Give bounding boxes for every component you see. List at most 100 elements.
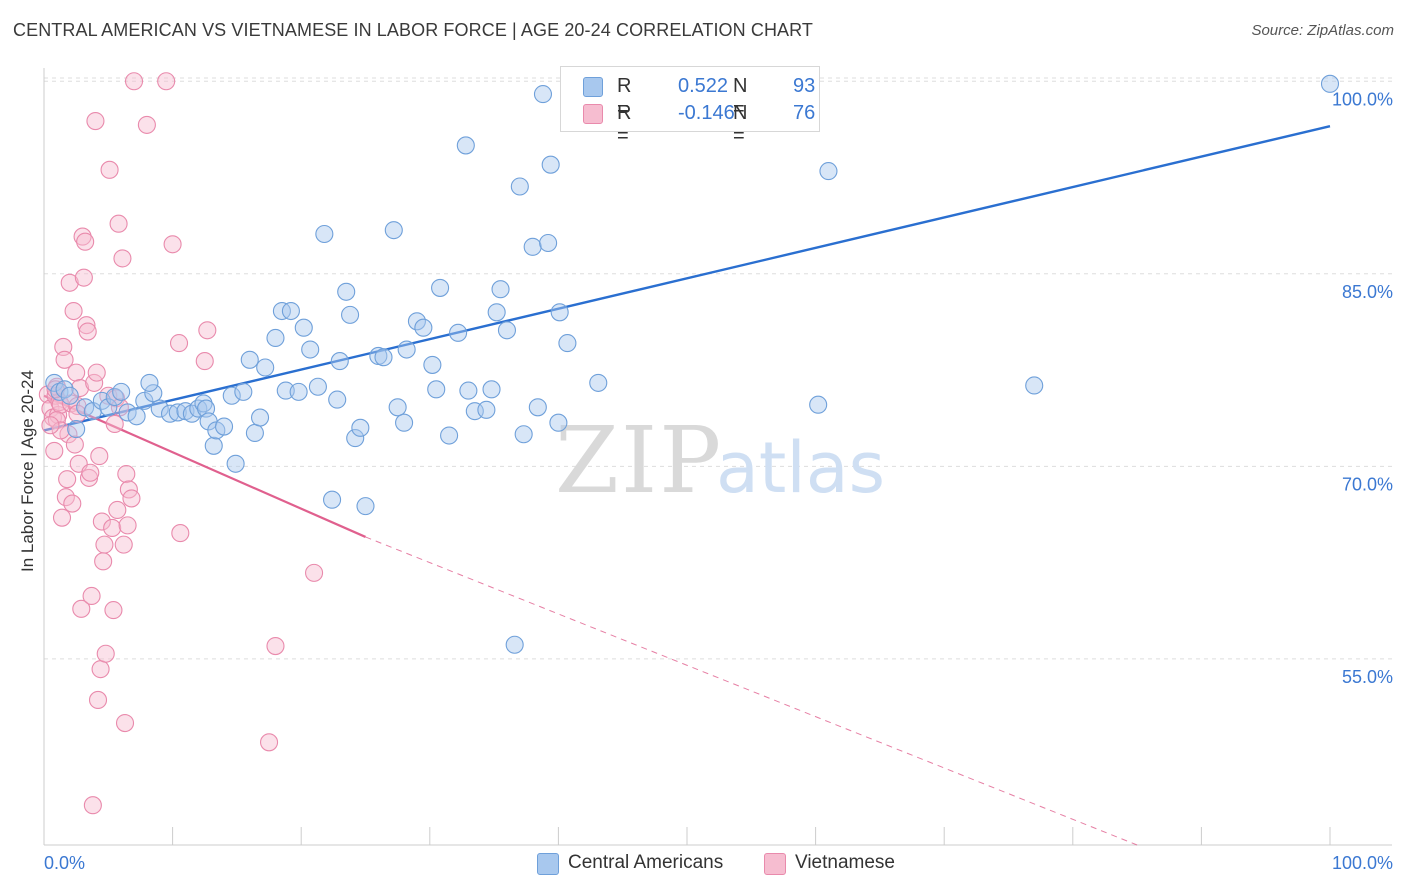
central-americans-point (374, 348, 393, 367)
vietnamese-point (88, 690, 108, 710)
vietnamese-point (73, 227, 92, 246)
central-americans-point (528, 398, 547, 417)
vietnamese-point (67, 363, 86, 382)
central-americans-point (144, 384, 163, 403)
central-americans-point (541, 155, 560, 174)
vietnamese-point (92, 512, 111, 531)
vietnamese-point (103, 518, 122, 537)
vietnamese-point (56, 488, 75, 507)
central-americans-point (1025, 376, 1044, 395)
central-americans-point (356, 497, 375, 516)
vietnamese-point (104, 601, 123, 620)
vietnamese-trend-line (43, 394, 366, 538)
vietnamese-point (105, 414, 124, 434)
central-americans-point (323, 490, 342, 509)
central-americans-point (465, 402, 484, 421)
watermark-atlas: atlas (716, 427, 885, 509)
central-americans-point (388, 398, 407, 417)
central-americans-point (315, 224, 334, 244)
central-americans-point (431, 278, 450, 297)
central-americans-point (150, 399, 169, 418)
vietnamese-point (76, 232, 95, 251)
central-americans-point (266, 328, 285, 348)
central-americans-point (308, 377, 327, 396)
vietnamese-point (108, 500, 127, 520)
central-americans-point (250, 408, 270, 427)
central-americans-point (523, 237, 542, 256)
central-americans-point (459, 381, 478, 400)
central-americans-point (510, 177, 529, 196)
vietnamese-point (82, 586, 101, 606)
vietnamese-point (259, 733, 279, 752)
central-americans-point (112, 382, 131, 401)
central-americans-point (423, 355, 442, 374)
central-americans-point (549, 413, 568, 432)
vietnamese-point (115, 714, 135, 733)
vietnamese-point (74, 268, 93, 287)
central-americans-point (330, 352, 349, 371)
central-americans-point (497, 321, 517, 340)
legend-label: Vietnamese (795, 852, 895, 873)
vietnamese-point (41, 416, 60, 435)
vietnamese-point (114, 535, 133, 554)
vietnamese-trend-extension (365, 536, 1138, 846)
vietnamese-point (95, 535, 114, 554)
central-americans-point (168, 403, 187, 422)
pink-swatch (764, 853, 786, 875)
x-tick-label: 100.0% (1332, 853, 1393, 873)
vietnamese-point (169, 334, 189, 353)
central-americans-point (395, 413, 414, 432)
pink-swatch (583, 104, 603, 124)
vietnamese-point (81, 463, 100, 482)
central-americans-point (276, 381, 295, 400)
central-americans-point (491, 280, 510, 299)
central-americans-point (341, 305, 360, 324)
central-americans-point (1320, 74, 1340, 93)
central-americans-point (809, 395, 828, 414)
r-value: -0.146 (678, 102, 735, 124)
central-americans-point (558, 334, 577, 353)
vietnamese-point (94, 552, 113, 571)
vietnamese-point (45, 441, 64, 460)
central-americans-point (67, 420, 86, 439)
vietnamese-points (38, 72, 324, 815)
central-americans-point (234, 382, 253, 401)
vietnamese-point (60, 273, 79, 292)
tick-labels: 55.0% 70.0% 85.0% 100.0% 0.0% 100.0% (44, 89, 1393, 873)
blue-swatch (583, 77, 603, 97)
central-americans-point (514, 425, 533, 444)
r-value: 0.522 (678, 75, 729, 97)
central-americans-point (477, 400, 496, 419)
n-label: N = (733, 102, 748, 147)
central-americans-point (45, 373, 64, 392)
y-tick-label: 70.0% (1342, 474, 1393, 494)
vietnamese-point (266, 636, 285, 656)
y-axis-label: In Labor Force | Age 20-24 (18, 370, 37, 572)
n-label: N = (733, 75, 748, 120)
central-americans-point (289, 382, 308, 401)
vietnamese-point (64, 301, 83, 321)
vietnamese-point (171, 524, 190, 543)
central-americans-point (346, 429, 365, 448)
vietnamese-point (122, 489, 141, 508)
central-americans-trend-line (43, 125, 1331, 432)
vietnamese-point (77, 316, 96, 335)
vietnamese-point (85, 373, 104, 392)
vietnamese-point (65, 435, 84, 454)
central-americans-point (337, 282, 356, 301)
vietnamese-point (90, 447, 109, 466)
vietnamese-point (91, 660, 110, 679)
central-americans-point (245, 423, 264, 443)
correlation-legend: R = 0.522 N = 93 R = -0.146 N = 76 (560, 66, 820, 147)
vietnamese-point (52, 508, 72, 527)
central-americans-point (819, 162, 838, 181)
central-americans-point (204, 436, 223, 455)
central-americans-point (328, 390, 347, 409)
central-americans-point (118, 403, 137, 422)
vietnamese-point (83, 796, 102, 815)
central-americans-point (449, 323, 468, 342)
central-americans-point (194, 394, 213, 413)
r-label: R = (617, 102, 632, 147)
vietnamese-point (72, 599, 91, 618)
central-americans-point (589, 373, 608, 392)
